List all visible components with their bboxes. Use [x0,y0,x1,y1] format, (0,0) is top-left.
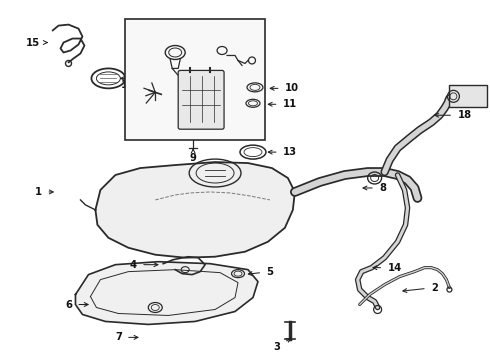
Polygon shape [96,162,295,258]
Text: 13: 13 [269,147,297,157]
Text: 14: 14 [373,263,402,273]
Text: 16: 16 [121,80,143,90]
Bar [125,19,265,140]
Text: 1: 1 [35,187,53,197]
Text: 5: 5 [248,267,273,276]
Text: 3: 3 [273,338,291,352]
Text: 10: 10 [270,84,299,93]
Text: 6: 6 [65,300,88,310]
Text: 2: 2 [403,283,438,293]
Text: 12: 12 [123,50,147,60]
Text: 15: 15 [25,37,48,48]
Text: 17: 17 [121,73,155,84]
Text: 19: 19 [233,50,255,60]
Bar [449,85,488,107]
Text: 4: 4 [130,260,158,270]
Text: 18: 18 [435,110,471,120]
Polygon shape [75,262,258,324]
FancyBboxPatch shape [178,71,224,129]
Text: 11: 11 [269,99,297,109]
Text: 8: 8 [363,183,386,193]
Text: 9: 9 [190,149,196,163]
Text: 7: 7 [115,332,138,342]
